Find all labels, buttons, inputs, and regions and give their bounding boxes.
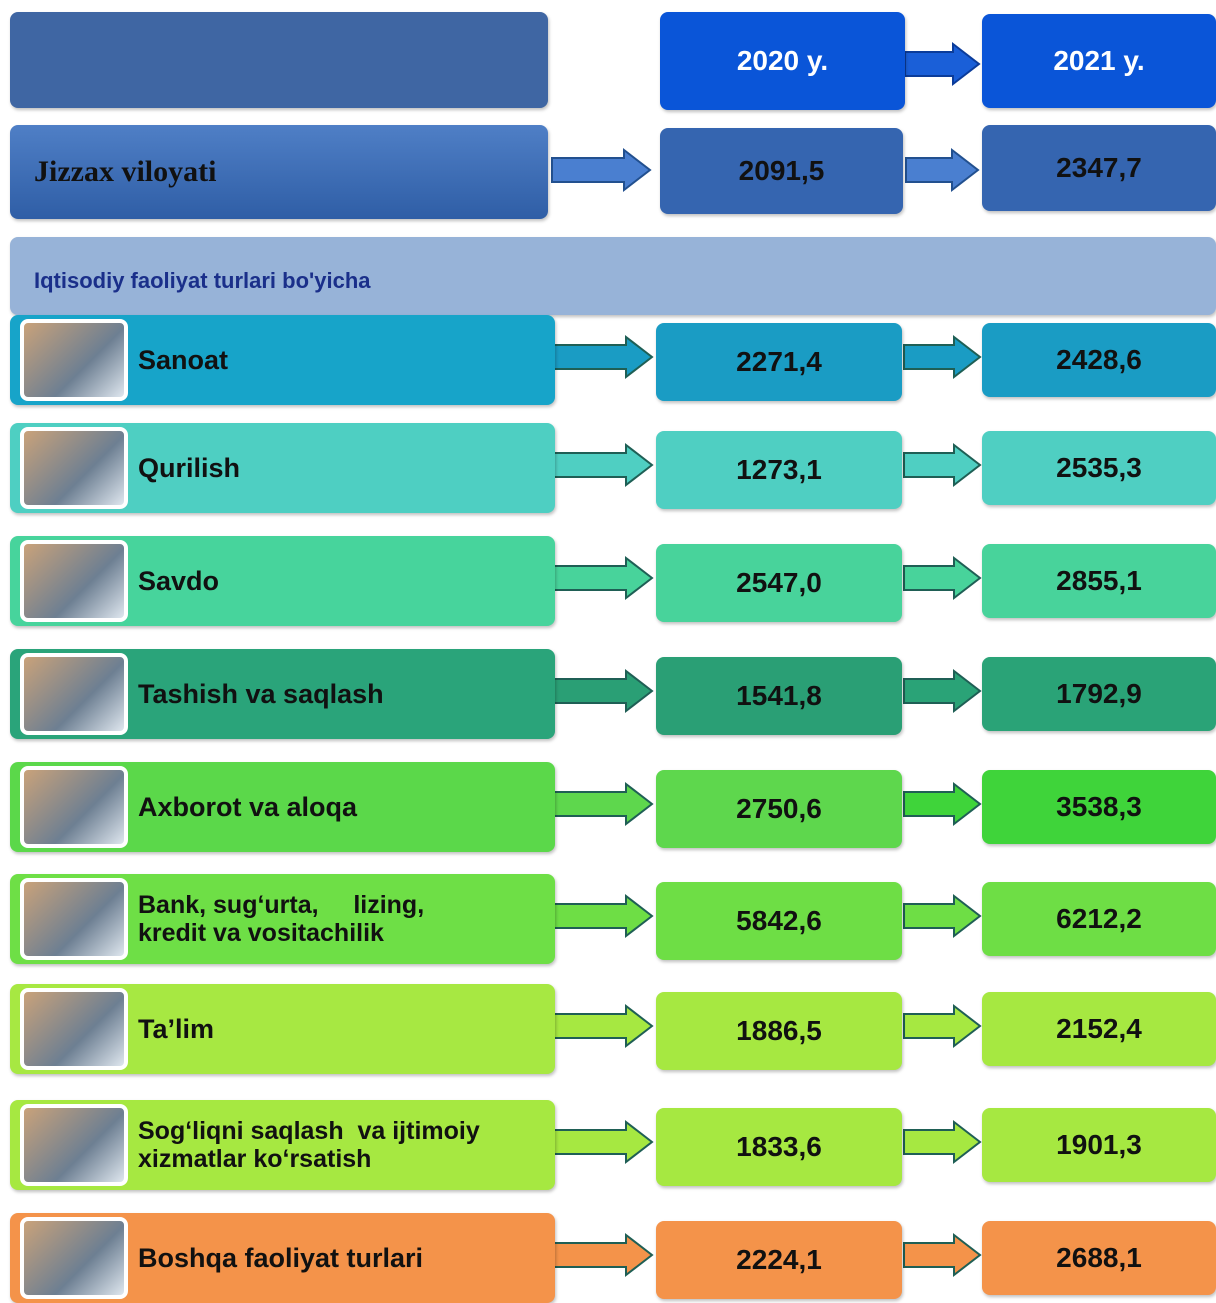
arrow xyxy=(904,784,980,824)
region-value: 2347,7 xyxy=(982,125,1216,211)
row-label-line: Sanoat xyxy=(138,346,228,374)
region-label: Jizzax viloyati xyxy=(10,125,548,219)
value-2021: 3538,3 xyxy=(982,770,1216,844)
row-icon xyxy=(20,988,128,1070)
arrow xyxy=(552,150,650,190)
row-label-line: kredit va vositachilik xyxy=(138,919,384,947)
arrow xyxy=(554,1006,652,1046)
arrow xyxy=(554,445,652,485)
row-label-line: Bank, sug‘urta, lizing, xyxy=(138,891,424,919)
value-2021: 2688,1 xyxy=(982,1221,1216,1295)
region-value: 2091,5 xyxy=(660,128,903,214)
arrow xyxy=(554,896,652,936)
row-icon xyxy=(20,653,128,735)
arrow xyxy=(554,1122,652,1162)
arrow xyxy=(554,1235,652,1275)
arrow xyxy=(904,671,980,711)
row-label: Bank, sug‘urta, lizing,kredit va vositac… xyxy=(10,874,555,964)
value-2021: 1901,3 xyxy=(982,1108,1216,1182)
section-title: Iqtisodiy faoliyat turlari bo'yicha xyxy=(10,237,1216,315)
value-2021: 2428,6 xyxy=(982,323,1216,397)
row-label: Boshqa faoliyat turlari xyxy=(10,1213,555,1303)
arrow xyxy=(554,784,652,824)
value-2021: 2152,4 xyxy=(982,992,1216,1066)
value-2020: 2224,1 xyxy=(656,1221,902,1299)
row-label: Sanoat xyxy=(10,315,555,405)
row-label: Tashish va saqlash xyxy=(10,649,555,739)
row-label-line: Ta’lim xyxy=(138,1015,214,1043)
row-label-line: Boshqa faoliyat turlari xyxy=(138,1244,423,1272)
arrow xyxy=(904,445,980,485)
infographic: 2020 y. 2021 y. Jizzax viloyati 2091,5 2347,… xyxy=(0,0,1216,1302)
year-label: 2020 y. xyxy=(660,12,905,110)
row-icon xyxy=(20,540,128,622)
value-2020: 1541,8 xyxy=(656,657,902,735)
arrow xyxy=(904,337,980,377)
arrow xyxy=(554,558,652,598)
row-label: Savdo xyxy=(10,536,555,626)
arrow xyxy=(904,896,980,936)
row-label: Axborot va aloqa xyxy=(10,762,555,852)
value-2020: 2547,0 xyxy=(656,544,902,622)
arrow xyxy=(904,1235,980,1275)
row-label: Qurilish xyxy=(10,423,555,513)
year-label: 2021 y. xyxy=(982,14,1216,108)
row-icon xyxy=(20,319,128,401)
arrow xyxy=(906,150,978,190)
row-icon xyxy=(20,1217,128,1299)
row-label-line: Tashish va saqlash xyxy=(138,680,384,708)
value-2020: 1886,5 xyxy=(656,992,902,1070)
arrow xyxy=(904,1122,980,1162)
arrow xyxy=(904,558,980,598)
header-blank xyxy=(10,12,548,108)
arrow xyxy=(554,671,652,711)
row-label: Ta’lim xyxy=(10,984,555,1074)
row-icon xyxy=(20,427,128,509)
value-2020: 5842,6 xyxy=(656,882,902,960)
value-2021: 2855,1 xyxy=(982,544,1216,618)
value-2020: 1273,1 xyxy=(656,431,902,509)
row-label-line: xizmatlar ko‘rsatish xyxy=(138,1145,371,1173)
row-label-line: Sog‘liqni saqlash va ijtimoiy xyxy=(138,1117,480,1145)
arrow xyxy=(905,44,979,84)
value-2020: 2271,4 xyxy=(656,323,902,401)
row-label-line: Axborot va aloqa xyxy=(138,793,357,821)
value-2020: 1833,6 xyxy=(656,1108,902,1186)
value-2021: 1792,9 xyxy=(982,657,1216,731)
value-2021: 2535,3 xyxy=(982,431,1216,505)
row-icon xyxy=(20,766,128,848)
arrow xyxy=(554,337,652,377)
row-icon xyxy=(20,1104,128,1186)
row-label-line: Qurilish xyxy=(138,454,240,482)
value-2021: 6212,2 xyxy=(982,882,1216,956)
row-label-line: Savdo xyxy=(138,567,219,595)
row-icon xyxy=(20,878,128,960)
value-2020: 2750,6 xyxy=(656,770,902,848)
arrow xyxy=(904,1006,980,1046)
